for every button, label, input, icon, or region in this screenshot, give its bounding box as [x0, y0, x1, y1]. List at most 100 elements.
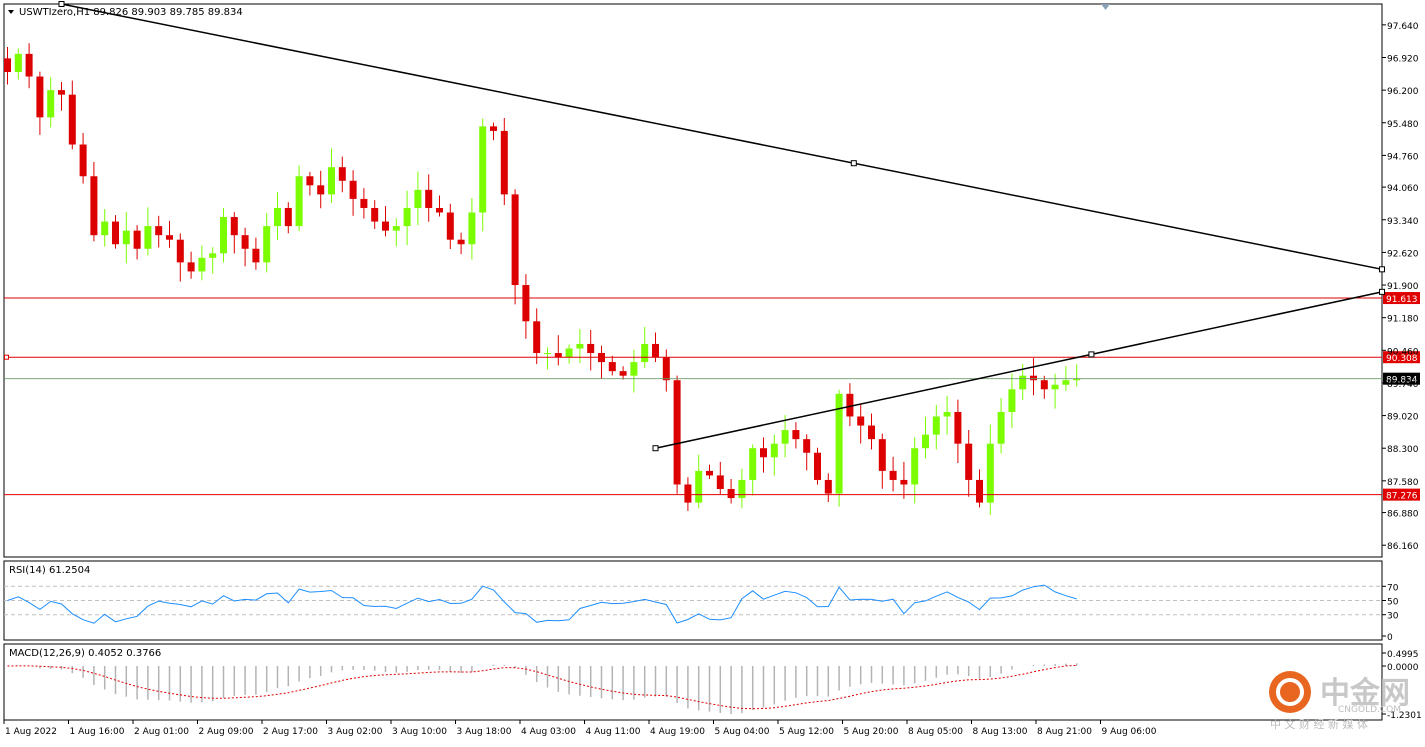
- candle-body: [716, 475, 724, 490]
- candle: [889, 456, 897, 492]
- candle: [338, 156, 346, 193]
- level-label-box: [1383, 351, 1420, 364]
- candle: [252, 237, 260, 270]
- candle-body: [338, 167, 346, 181]
- y-tick-label: 95.480: [1387, 120, 1419, 130]
- candle-body: [976, 479, 983, 503]
- trendline-handle: [850, 160, 857, 167]
- candle: [587, 329, 595, 371]
- candle: [500, 117, 508, 206]
- candle-body: [392, 226, 400, 231]
- candle-body: [1030, 375, 1037, 381]
- y-tick-label: 92.620: [1387, 249, 1419, 259]
- candle-body: [630, 362, 638, 376]
- candle-body: [1051, 384, 1059, 390]
- candle-body: [58, 90, 65, 95]
- candle-body: [274, 207, 281, 227]
- candle: [479, 118, 487, 232]
- candle: [781, 415, 789, 458]
- level-label: 91.613: [1386, 295, 1418, 305]
- candle-body: [1008, 389, 1016, 412]
- candle-body: [619, 371, 627, 376]
- candle-body: [284, 207, 292, 227]
- y-tick-label: 87.580: [1387, 478, 1419, 488]
- candle: [490, 122, 497, 141]
- candle: [619, 366, 627, 380]
- x-tick-label: 2 Aug 17:00: [263, 727, 318, 737]
- candle: [608, 355, 616, 376]
- watermark-url: CNGOLD.COM: [1338, 705, 1401, 715]
- candle-body: [155, 226, 163, 236]
- candle-body: [781, 430, 789, 444]
- candle: [263, 212, 271, 273]
- level-label: 87.276: [1386, 492, 1418, 502]
- candle-body: [544, 353, 551, 355]
- x-tick-label: 1 Aug 16:00: [70, 727, 125, 737]
- candle-body: [349, 180, 357, 199]
- candle-body: [328, 167, 335, 195]
- candle: [565, 344, 573, 364]
- level-anchor-handle: [4, 354, 9, 360]
- candle: [716, 461, 724, 495]
- candle: [965, 429, 973, 497]
- y-tick-label: 94.760: [1387, 152, 1419, 162]
- candle-body: [533, 321, 541, 354]
- candle-body: [770, 443, 778, 458]
- candle: [209, 247, 217, 274]
- candle: [112, 215, 119, 249]
- candle: [360, 188, 368, 219]
- candle-body: [47, 90, 55, 118]
- candle-body: [738, 479, 746, 499]
- candle: [155, 215, 163, 248]
- y-tick-label: 91.180: [1387, 315, 1419, 325]
- macd-title: MACD(12,26,9) 0.4052 0.3766: [9, 648, 161, 659]
- candle-body: [922, 434, 929, 449]
- candle: [835, 389, 843, 507]
- candle-body: [241, 235, 249, 249]
- rsi-tick-label: 0: [1387, 633, 1393, 643]
- macd-panel: [3, 643, 1383, 721]
- candle: [457, 232, 465, 255]
- x-tick-label: 4 Aug 11:00: [586, 727, 641, 737]
- candle-body: [706, 470, 713, 476]
- candle: [943, 395, 951, 435]
- candle: [911, 437, 919, 504]
- candle: [14, 48, 22, 80]
- level-label: 90.308: [1386, 354, 1418, 364]
- candle: [511, 189, 519, 305]
- candle-body: [1073, 378, 1081, 381]
- x-tick-label: 8 Aug 21:00: [1037, 727, 1092, 737]
- candle: [122, 212, 130, 264]
- candle-body: [112, 221, 119, 245]
- candle-body: [1040, 380, 1048, 390]
- candle: [1040, 375, 1048, 399]
- candle-body: [1062, 380, 1070, 385]
- candle: [824, 473, 832, 502]
- dropdown-triangle-icon[interactable]: [8, 10, 14, 14]
- candle: [997, 397, 1005, 454]
- candle: [673, 375, 681, 494]
- y-tick-label: 90.460: [1387, 347, 1419, 357]
- candle-body: [25, 53, 33, 77]
- candle: [976, 469, 983, 508]
- main-panel: [3, 3, 1383, 558]
- candle-body: [306, 176, 314, 186]
- candle: [662, 349, 670, 392]
- candle-body: [727, 489, 735, 499]
- candle-body: [90, 176, 98, 236]
- x-tick-label: 3 Aug 02:00: [328, 727, 383, 737]
- candle: [187, 251, 195, 279]
- candle: [144, 207, 152, 256]
- rsi-tick-label: 50: [1387, 598, 1399, 608]
- candle: [760, 437, 767, 473]
- candle-body: [522, 285, 530, 322]
- candle-body: [965, 443, 973, 480]
- shift-marker-icon[interactable]: [1101, 4, 1110, 10]
- candle-body: [500, 130, 508, 195]
- candle-body: [371, 207, 379, 222]
- candle: [198, 245, 206, 281]
- macd-signal-line: [7, 664, 1077, 710]
- y-tick-label: 89.740: [1387, 380, 1419, 390]
- y-tick-label: 94.060: [1387, 184, 1419, 194]
- x-tick-label: 9 Aug 06:00: [1102, 727, 1157, 737]
